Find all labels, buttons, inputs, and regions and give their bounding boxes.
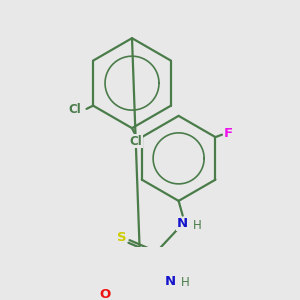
Text: H: H xyxy=(181,276,190,289)
Text: N: N xyxy=(177,217,188,230)
Text: O: O xyxy=(99,288,111,300)
Text: S: S xyxy=(117,231,126,244)
Text: H: H xyxy=(193,219,202,232)
Text: N: N xyxy=(165,274,176,287)
Text: Cl: Cl xyxy=(69,103,82,116)
Text: F: F xyxy=(224,127,233,140)
Text: Cl: Cl xyxy=(130,135,142,148)
